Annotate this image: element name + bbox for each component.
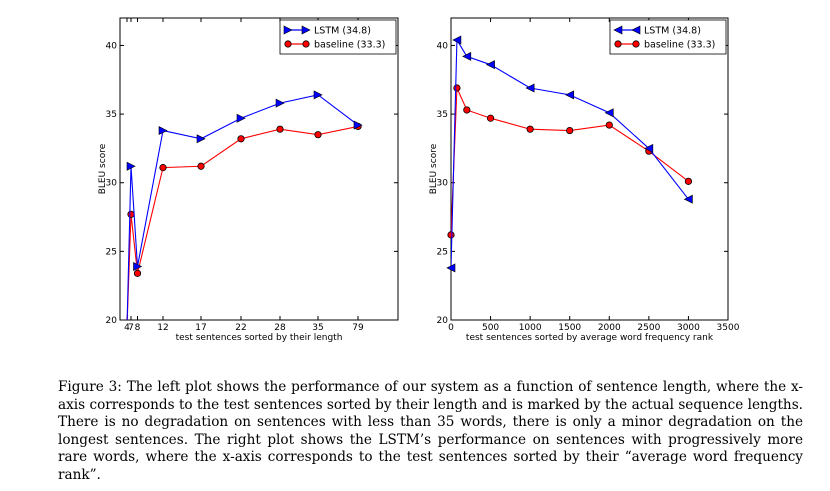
right-y-tick-label: 25 [437,247,448,257]
right-lstm-point [565,90,575,100]
right-x-tick-label: 1000 [519,323,542,333]
right-y-tick-label: 30 [437,179,449,189]
left-legend-baseline-label: baseline (33.3) [314,40,385,51]
left-x-tick-label: 28 [274,323,286,333]
right-lstm-point [525,83,535,93]
left-legend-lstm-marker [301,25,311,35]
left-baseline-point [197,162,205,170]
left-lstm-point [133,261,143,271]
right-lstm-point [452,35,462,45]
right-lstm-point [462,51,472,61]
left-y-tick-label: 40 [106,41,118,51]
right-baseline-point [486,114,495,122]
left-baseline-point [276,125,284,133]
right-legend-box [609,19,727,55]
right-baseline-point [684,177,693,185]
right-x-tick-label: 3500 [717,323,740,333]
right-y-axis-label: BLEU score [429,143,439,194]
right-x-tick-label: 2000 [598,323,621,333]
right-legend-baseline-marker [614,40,622,48]
right-baseline-point [453,84,461,92]
right-y-tick-label: 20 [437,316,449,326]
right-x-tick-label: 2500 [637,323,660,333]
left-x-tick-label: 4 [124,323,130,333]
right-lstm-point [604,108,614,118]
figure-caption: Figure 3: The left plot shows the perfor… [58,379,803,483]
left-x-tick-label: 7 [128,323,134,333]
left-legend-baseline-marker [302,40,310,48]
left-legend-box [279,19,397,55]
left-baseline-point [159,164,167,172]
left-y-tick-label: 30 [106,179,118,189]
left-x-tick-label: 79 [352,323,364,333]
left-lstm-point [313,90,323,100]
left-legend-lstm-label: LSTM (34.8) [314,26,371,37]
right-x-tick-label: 0 [448,323,454,333]
left-lstm-point [126,161,136,171]
right-x-axis-label: test sentences sorted by average word fr… [466,333,714,343]
right-baseline-point [566,126,574,135]
left-x-tick-label: 12 [157,323,168,333]
right-lstm-point [485,60,495,70]
right-lstm-point [644,143,654,153]
right-x-tick-label: 500 [482,323,499,333]
left-x-tick-label: 8 [135,323,141,333]
left-legend-lstm-marker [283,25,293,35]
right-legend-baseline-marker [632,40,640,48]
right-legend-lstm-marker [613,25,623,35]
left-x-axis-label: test sentences sorted by their length [176,333,343,343]
right-x-tick-label: 1500 [558,323,581,333]
left-y-tick-label: 35 [106,110,117,120]
left-x-tick-label: 35 [312,323,323,333]
right-y-tick-label: 35 [437,110,448,120]
left-lstm-point [236,113,246,123]
left-y-tick-label: 20 [106,316,118,326]
right-baseline-point [526,125,534,133]
right-lstm-point [683,194,693,204]
left-legend-baseline-marker [284,40,292,48]
left-lstm-point [158,126,168,136]
right-y-tick-label: 40 [437,41,449,51]
figure-charts: 20 25 30 35 40 47 8 12 17 22 28 35 79 test sentences … [98,17,740,343]
left-baseline-point [237,135,245,143]
left-y-tick-label: 25 [106,247,117,257]
left-baseline-point [133,269,142,277]
right-baseline-line [451,87,689,235]
left-y-axis-label: BLEU score [98,143,108,194]
right-baseline-point [447,231,455,239]
left-baseline-point [314,131,322,139]
left-x-tick-label: 22 [235,323,246,333]
left-lstm-point [275,98,285,108]
right-x-tick-label: 3000 [677,323,700,333]
right-lstm-line [451,38,689,268]
right-lstm-point [446,263,456,273]
left-plot-frame [119,17,399,321]
right-legend-baseline-label: baseline (33.3) [644,40,715,51]
left-x-tick-label: 17 [195,323,206,333]
left-lstm-point [196,134,206,144]
right-baseline-point [463,106,471,114]
left-baseline-line [126,125,359,320]
right-baseline-point [605,121,613,129]
right-legend-lstm-marker [631,25,641,35]
left-baseline-point [127,210,135,218]
right-legend-lstm-label: LSTM (34.8) [644,26,701,37]
right-plot-frame [450,17,729,321]
left-lstm-point [353,120,363,130]
